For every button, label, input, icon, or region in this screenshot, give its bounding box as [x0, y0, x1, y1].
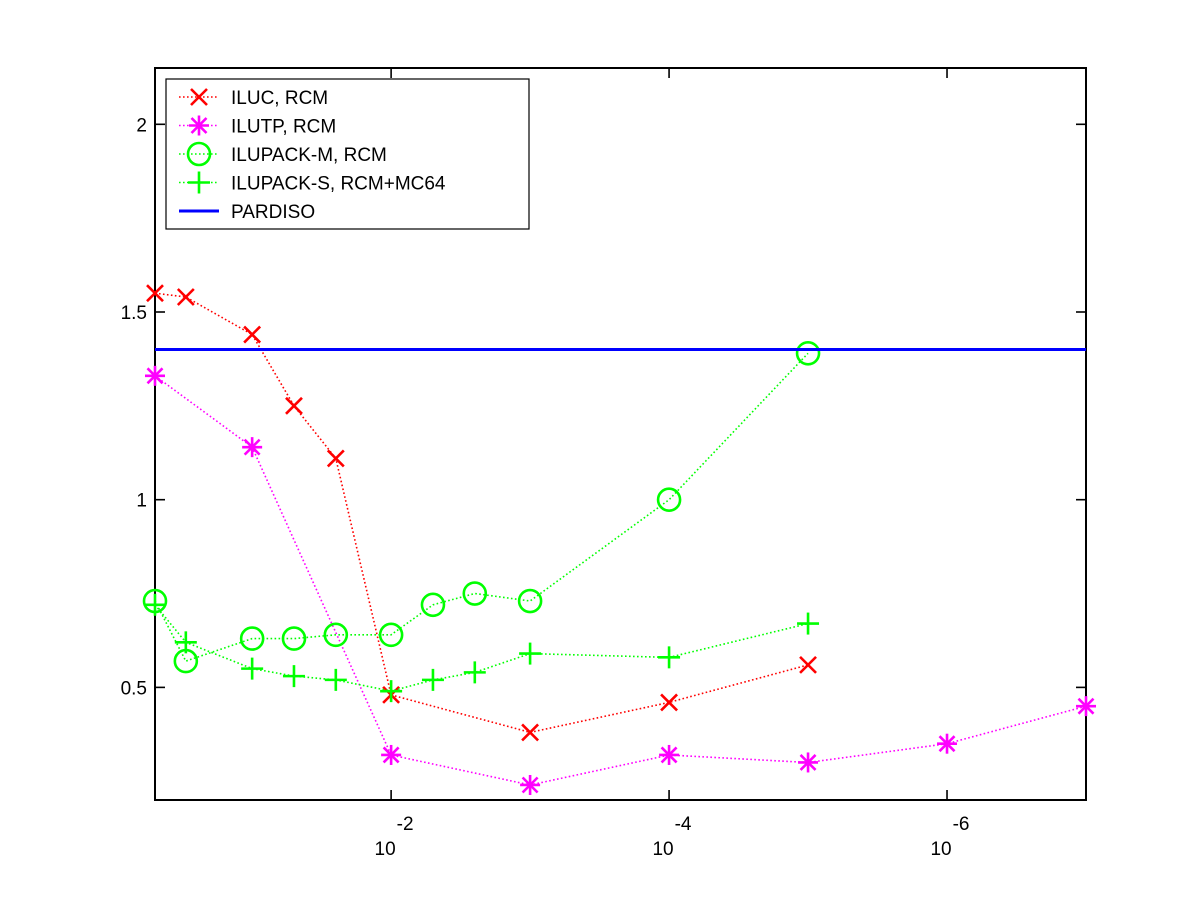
series-2-point-7 — [462, 581, 488, 606]
x-tick-label-exponent: -6 — [953, 814, 970, 835]
series-3-point-6 — [421, 668, 444, 691]
series-1-point-5 — [798, 752, 819, 773]
series-line-2 — [154, 352, 809, 663]
legend-label-4: PARDISO — [231, 202, 315, 223]
legend-marker-0 — [190, 88, 208, 106]
legend-label-1: ILUTP, RCM — [231, 117, 336, 138]
series-2-point-2 — [239, 626, 265, 651]
series-3-point-0 — [144, 593, 166, 616]
series-1-point-4 — [659, 744, 680, 765]
series-0-point-1 — [176, 288, 195, 306]
series-2-point-3 — [281, 626, 307, 651]
series-2 — [142, 340, 821, 674]
series-2-point-4 — [323, 622, 349, 648]
series-2-point-6 — [420, 592, 446, 618]
x-tick-label-exponent: -4 — [675, 814, 692, 835]
series-0-point-6 — [521, 723, 540, 742]
x-tick-label-base: 10 — [652, 839, 673, 860]
series-0 — [146, 284, 817, 742]
series-layer — [142, 284, 1096, 795]
series-2-point-8 — [517, 588, 543, 614]
series-3 — [144, 593, 820, 703]
x-tick-label-base: 10 — [375, 839, 396, 860]
legend-label-0: ILUC, RCM — [231, 88, 328, 109]
series-1-point-7 — [1076, 696, 1096, 717]
y-tick-label: 2 — [136, 115, 147, 136]
y-tick-label: 1.5 — [121, 303, 147, 324]
series-2-point-9 — [656, 487, 682, 512]
series-2-point-10 — [795, 340, 821, 366]
x-tick-label-exponent: -2 — [397, 814, 414, 835]
series-0-point-2 — [243, 325, 262, 344]
series-3-point-8 — [519, 642, 542, 665]
series-1-point-1 — [242, 437, 263, 458]
series-2-point-5 — [378, 622, 404, 648]
legend-marker-2 — [186, 141, 212, 167]
series-line-1 — [154, 375, 1087, 786]
legend-label-3: ILUPACK-S, RCM+MC64 — [231, 174, 446, 195]
x-tick-label-base: 10 — [930, 839, 951, 860]
legend-marker-1 — [189, 115, 209, 136]
legend-marker-3 — [188, 171, 210, 194]
series-0-point-0 — [146, 284, 164, 303]
series-3-point-4 — [324, 668, 347, 691]
series-1-point-6 — [937, 733, 958, 754]
series-1-point-0 — [145, 365, 165, 386]
series-3-point-5 — [380, 680, 403, 703]
series-3-point-9 — [658, 646, 681, 669]
series-3-point-7 — [463, 661, 486, 684]
series-3-point-10 — [797, 612, 820, 635]
series-0-point-7 — [660, 693, 678, 712]
legend: ILUC, RCM ILUTP, RCM ILUPACK-M, RCM ILUPACK… — [165, 78, 530, 230]
legend-label-2: ILUPACK-M, RCM — [231, 145, 387, 166]
series-3-point-3 — [282, 665, 305, 688]
series-0-point-4 — [326, 449, 345, 468]
series-1 — [145, 365, 1096, 795]
y-tick-label: 0.5 — [121, 678, 147, 699]
series-3-point-2 — [241, 657, 264, 680]
series-3-point-1 — [174, 631, 197, 654]
series-0-point-3 — [285, 396, 303, 415]
y-tick-label: 1 — [136, 491, 147, 512]
series-1-point-2 — [381, 744, 402, 765]
series-1-point-3 — [520, 774, 541, 795]
legend-box — [165, 78, 530, 230]
series-0-point-8 — [799, 655, 817, 674]
